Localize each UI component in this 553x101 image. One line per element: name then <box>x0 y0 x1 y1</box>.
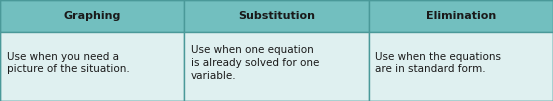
Text: Use when the equations
are in standard form.: Use when the equations are in standard f… <box>375 52 502 74</box>
Text: Use when you need a
picture of the situation.: Use when you need a picture of the situa… <box>7 52 129 74</box>
Bar <box>369 0 553 32</box>
Bar <box>0 0 184 32</box>
Bar <box>184 32 369 101</box>
Text: Substitution: Substitution <box>238 11 315 21</box>
Text: Use when one equation
is already solved for one
variable.: Use when one equation is already solved … <box>191 45 319 81</box>
Bar <box>369 32 553 101</box>
Bar <box>0 32 184 101</box>
Text: Elimination: Elimination <box>426 11 496 21</box>
Text: Graphing: Graphing <box>64 11 121 21</box>
Bar <box>184 0 369 32</box>
